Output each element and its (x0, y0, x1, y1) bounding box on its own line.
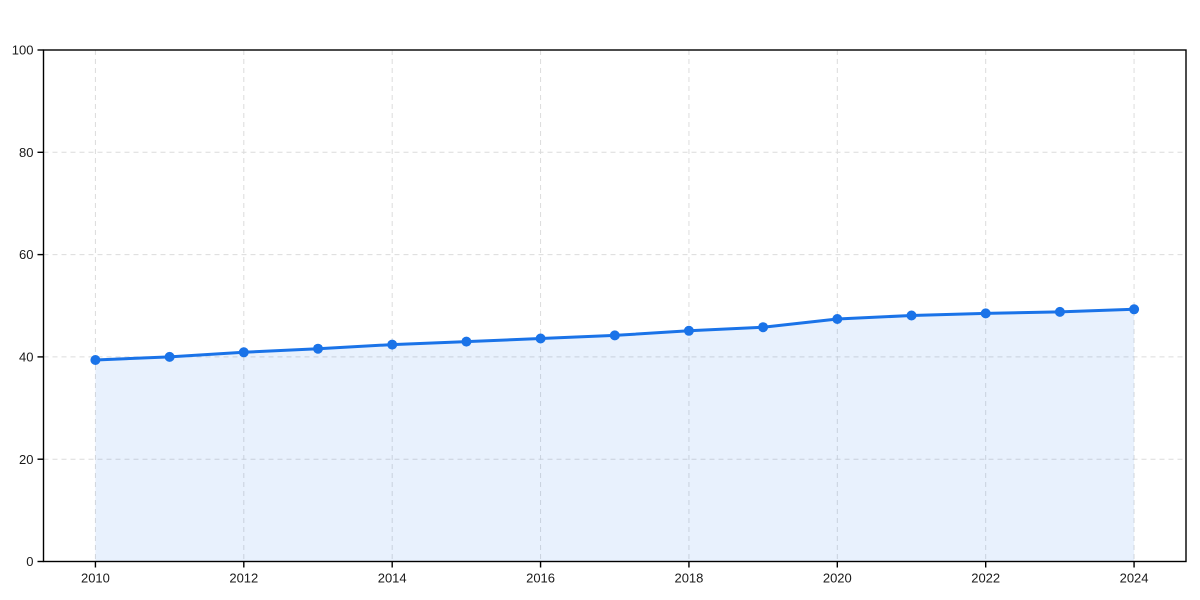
data-point-2012 (238, 347, 249, 358)
y-tick-label: 100 (12, 43, 34, 58)
x-tick-label: 2012 (229, 571, 258, 586)
data-point-2022 (980, 308, 991, 319)
x-tick-label: 2016 (526, 571, 555, 586)
data-point-2024 (1129, 304, 1140, 315)
x-axis: 2010 2012 2014 2016 2018 2020 2022 2024 (81, 561, 1149, 586)
data-point-2019 (758, 322, 769, 333)
plot-border (42, 49, 1187, 563)
data-point-2010 (90, 355, 101, 365)
gridlines (43, 49, 1186, 562)
data-point-2017 (609, 330, 620, 341)
y-tick-label: 40 (19, 349, 33, 364)
data-point-2015 (461, 336, 472, 347)
data-point-2013 (313, 343, 323, 354)
data-point-2016 (535, 333, 546, 344)
data-point-2018 (683, 325, 694, 336)
data-point-2011 (164, 351, 175, 362)
y-tick-label: 60 (19, 247, 33, 262)
series-area-fill (95, 309, 1135, 562)
data-point-2023 (1054, 306, 1065, 317)
y-tick-label: 80 (19, 145, 33, 160)
y-tick-label: 20 (19, 452, 33, 467)
x-tick-label: 2010 (81, 571, 110, 586)
y-axis: 0 20 40 60 80 100 (12, 43, 44, 569)
series-markers (90, 304, 1140, 365)
data-point-2014 (387, 339, 398, 350)
data-point-2021 (906, 310, 917, 321)
x-tick-label: 2024 (1120, 571, 1149, 586)
x-tick-label: 2020 (823, 571, 852, 586)
x-tick-label: 2014 (378, 571, 407, 586)
data-point-2020 (832, 314, 843, 324)
y-tick-label: 0 (26, 554, 33, 569)
x-tick-label: 2022 (971, 571, 1000, 586)
x-tick-label: 2018 (674, 571, 703, 586)
